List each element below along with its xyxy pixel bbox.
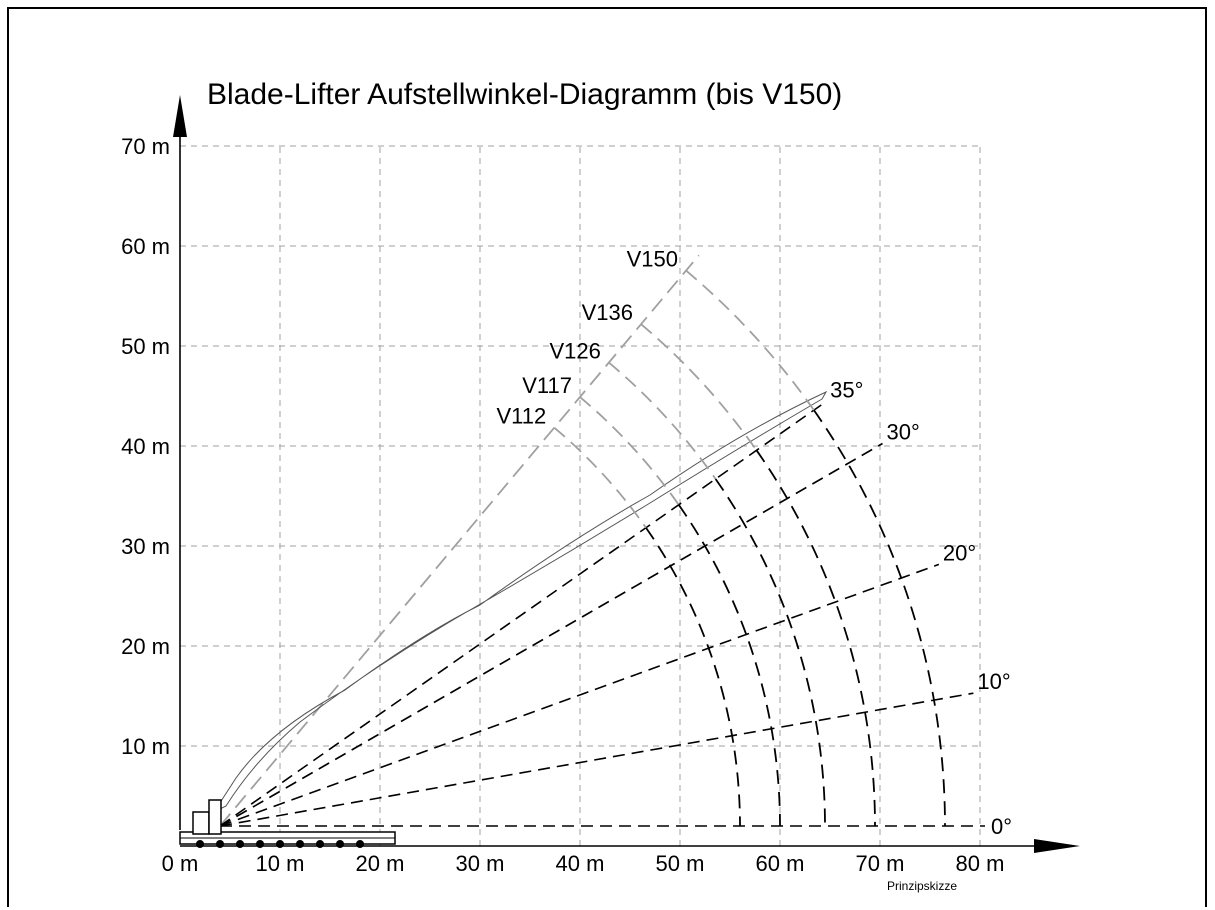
- x-tick-label: 0 m: [162, 851, 199, 876]
- wheel: [296, 840, 304, 848]
- y-tick-label: 70 m: [121, 134, 170, 159]
- x-tick-label: 50 m: [656, 851, 705, 876]
- vehicle-tower: [208, 799, 222, 835]
- wheel: [316, 840, 324, 848]
- sketch-note: Prinzipskizze: [887, 879, 957, 893]
- blade-label-V117: V117: [522, 373, 572, 398]
- angle-label-20: 20°: [943, 540, 976, 565]
- x-tick-label: 60 m: [756, 851, 805, 876]
- angle-line-30: [219, 442, 883, 827]
- blade-label-V136: V136: [582, 300, 633, 325]
- arc-V117-upper: [579, 396, 680, 506]
- wheel: [216, 840, 224, 848]
- angle-line-10: [219, 692, 974, 827]
- wheel: [196, 840, 204, 848]
- blade-label-V126: V126: [549, 339, 600, 364]
- blade-reference-lines: [219, 254, 700, 827]
- y-tick-label: 40 m: [121, 434, 170, 459]
- arc-V117-lower: [677, 504, 781, 827]
- vehicle-cab: [192, 811, 210, 835]
- wheel: [256, 840, 264, 848]
- x-tick-label: 70 m: [856, 851, 905, 876]
- diagram-title: Blade-Lifter Aufstellwinkel-Diagramm (bi…: [207, 78, 842, 111]
- angle-line-20: [219, 563, 940, 827]
- angle-label-10: 10°: [977, 669, 1010, 694]
- labels: Blade-Lifter Aufstellwinkel-Diagramm (bi…: [207, 78, 957, 893]
- angle-line-35: [219, 400, 827, 827]
- angle-lines: 0° 10° 20° 30° 35°: [219, 378, 1012, 839]
- x-axis-arrow: [1034, 839, 1080, 853]
- radius-arcs: V112 V117 V126 V136 V150: [496, 247, 946, 827]
- tick-labels: 0 m 10 m 20 m 30 m 40 m 50 m 60 m 70 m 80 m 10 m 2…: [121, 134, 1004, 876]
- wheel: [336, 840, 344, 848]
- vehicle: [179, 799, 396, 848]
- arc-V126-lower: [714, 478, 826, 827]
- axes: [173, 95, 1080, 853]
- x-tick-label: 30 m: [456, 851, 505, 876]
- angle-label-35: 35°: [830, 378, 863, 403]
- arc-V150-lower: [813, 409, 946, 827]
- blade-shape: [212, 390, 828, 814]
- arc-V150-upper: [685, 269, 815, 411]
- y-tick-label: 10 m: [121, 734, 170, 759]
- blade-outline: [212, 390, 828, 814]
- wheel: [356, 840, 364, 848]
- x-tick-label: 40 m: [556, 851, 605, 876]
- angle-label-0: 0°: [991, 814, 1012, 839]
- angle-label-30: 30°: [887, 420, 920, 445]
- y-tick-label: 30 m: [121, 534, 170, 559]
- wheel: [236, 840, 244, 848]
- vehicle-wheels: [196, 840, 364, 848]
- grid: [180, 145, 981, 846]
- blade-label-V112: V112: [496, 404, 546, 429]
- y-tick-label: 20 m: [121, 634, 170, 659]
- blade-label-V150: V150: [627, 247, 678, 272]
- blade-angle-line: [219, 254, 700, 827]
- x-tick-label: 10 m: [256, 851, 305, 876]
- arc-V112-upper: [553, 426, 647, 529]
- y-tick-label: 50 m: [121, 334, 170, 359]
- x-tick-label: 80 m: [956, 851, 1005, 876]
- diagram-frame: [7, 7, 1207, 907]
- arc-V136-upper: [640, 323, 758, 451]
- arc-V126-upper: [608, 361, 717, 480]
- x-tick-label: 20 m: [356, 851, 405, 876]
- wheel: [276, 840, 284, 848]
- y-axis-arrow: [173, 95, 187, 137]
- y-tick-label: 60 m: [121, 234, 170, 259]
- arc-V136-lower: [755, 449, 876, 827]
- arc-V112-lower: [645, 527, 741, 827]
